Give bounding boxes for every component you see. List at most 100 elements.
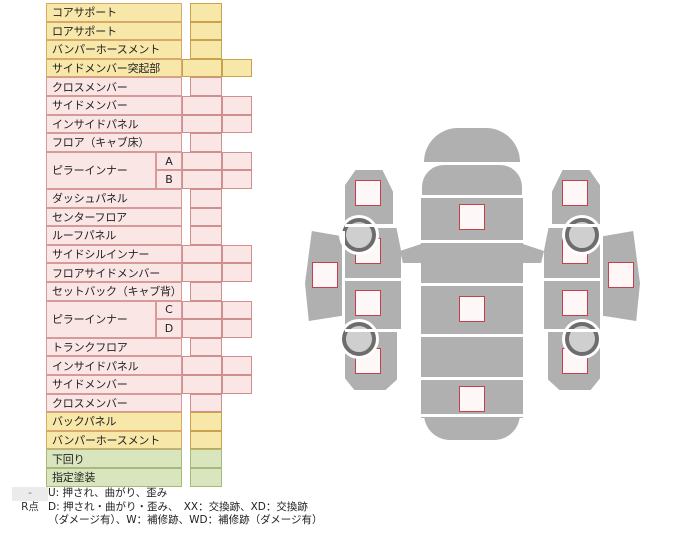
center-mirror-right xyxy=(520,243,544,263)
mark-right-rear-door[interactable] xyxy=(562,290,588,316)
table-grid-cell[interactable] xyxy=(190,3,222,22)
table-grid-cell[interactable] xyxy=(182,170,222,189)
legend-text-d: D: 押され・曲がり・歪み、 XX：交換跡、XD：交換跡 xyxy=(48,500,308,513)
center-divider-6 xyxy=(421,377,523,380)
table-row-label: 下回り xyxy=(46,449,182,468)
center-rear-bumper xyxy=(424,414,520,440)
table-row-label: 指定塗装 xyxy=(46,468,182,487)
right-front-wheel xyxy=(565,218,599,252)
legend: - U: 押され、曲がり、歪み R点 D: 押され・曲がり・歪み、 XX：交換跡… xyxy=(12,487,412,528)
table-grid-cell[interactable] xyxy=(190,189,222,208)
legend-row-r: R点 D: 押され・曲がり・歪み、 XX：交換跡、XD：交換跡 xyxy=(12,501,412,515)
table-row-label: フロアサイドメンバー xyxy=(46,263,182,282)
center-divider-3 xyxy=(421,240,523,243)
right-outer-divider xyxy=(600,231,603,323)
mark-left-front-fender[interactable] xyxy=(355,180,381,206)
table-grid-cell[interactable] xyxy=(222,151,252,171)
right-divider-2 xyxy=(544,278,602,281)
right-rear-wheel xyxy=(565,322,599,356)
mark-right-outer[interactable] xyxy=(608,262,634,288)
table-row-label: サイドシルインナー xyxy=(46,244,182,264)
table-grid-cell[interactable] xyxy=(182,244,222,264)
center-divider-2 xyxy=(421,195,523,198)
table-grid-cell[interactable] xyxy=(222,319,252,338)
table-grid-cell[interactable] xyxy=(190,77,222,96)
table-grid-cell[interactable] xyxy=(182,375,222,394)
right-divider-3 xyxy=(544,329,602,332)
inspection-table: コアサポート ロアサポート バンパーホースメント サイドメンバー突起部 クロスメンバーサ… xyxy=(0,0,300,490)
table-row-label: ピラーインナー xyxy=(46,151,156,189)
table-grid-cell[interactable] xyxy=(222,244,252,264)
table-grid-cell[interactable] xyxy=(190,133,222,152)
table-grid-cell[interactable] xyxy=(182,151,222,171)
mark-right-front-fender[interactable] xyxy=(562,180,588,206)
mark-left-outer[interactable] xyxy=(312,262,338,288)
table-row-sublabel: D xyxy=(156,319,182,338)
table-grid-cell[interactable] xyxy=(182,114,222,134)
left-divider-3 xyxy=(345,329,403,332)
table-grid-cell[interactable] xyxy=(222,96,252,115)
mark-center-trunk[interactable] xyxy=(459,386,485,412)
table-grid-cell[interactable] xyxy=(190,449,222,468)
table-grid-cell[interactable] xyxy=(182,58,222,78)
legend-key-r-point: R点 xyxy=(21,500,39,513)
table-grid-cell[interactable] xyxy=(222,263,252,282)
table-grid-cell[interactable] xyxy=(222,58,252,78)
table-row-label: インサイドパネル xyxy=(46,114,182,134)
center-roof-rear xyxy=(421,337,523,377)
table-row-label: フロア（キャブ床） xyxy=(46,133,182,152)
legend-key-dash: - xyxy=(12,487,48,501)
table-row-label: コアサポート xyxy=(46,3,182,22)
table-grid-cell[interactable] xyxy=(182,263,222,282)
center-divider-4 xyxy=(421,283,523,286)
table-grid-cell[interactable] xyxy=(222,356,252,375)
table-row-label: ロアサポート xyxy=(46,21,182,41)
table-grid-cell[interactable] xyxy=(222,170,252,189)
table-row-label: ピラーインナー xyxy=(46,300,156,338)
center-front-bumper xyxy=(424,128,520,162)
left-divider-1 xyxy=(345,224,403,227)
left-outer-divider xyxy=(342,231,345,323)
table-grid-cell[interactable] xyxy=(190,393,222,413)
table-grid-cell[interactable] xyxy=(190,412,222,431)
table-row-label: ダッシュパネル xyxy=(46,189,182,208)
left-divider-2 xyxy=(345,278,403,281)
mark-left-rear-door[interactable] xyxy=(355,290,381,316)
table-grid-cell[interactable] xyxy=(190,337,222,357)
mark-center-front[interactable] xyxy=(459,204,485,230)
table-row-label: バンパーホースメント xyxy=(46,40,182,59)
table-grid-cell[interactable] xyxy=(222,114,252,134)
table-row-label: サイドメンバー突起部 xyxy=(46,58,182,78)
table-row-label: クロスメンバー xyxy=(46,393,182,413)
table-row-sublabel: C xyxy=(156,300,182,320)
legend-text-u: U: 押され、曲がり、歪み xyxy=(48,487,168,499)
legend-row-u: - U: 押され、曲がり、歪み xyxy=(12,487,412,501)
center-divider-5 xyxy=(421,334,523,337)
table-row-label: クロスメンバー xyxy=(46,77,182,96)
table-grid-cell[interactable] xyxy=(182,300,222,320)
table-grid-cell[interactable] xyxy=(182,356,222,375)
center-divider-7 xyxy=(421,414,523,417)
table-grid-cell[interactable] xyxy=(190,207,222,227)
table-grid-cell[interactable] xyxy=(222,300,252,320)
table-grid-cell[interactable] xyxy=(190,468,222,487)
table-row-label: トランクフロア xyxy=(46,337,182,357)
table-grid-cell[interactable] xyxy=(222,375,252,394)
table-row-label: センターフロア xyxy=(46,207,182,227)
table-row-label: バックパネル xyxy=(46,412,182,431)
center-hood xyxy=(422,165,522,195)
table-grid-cell[interactable] xyxy=(190,430,222,450)
table-grid-cell[interactable] xyxy=(190,21,222,41)
table-grid-cell[interactable] xyxy=(190,226,222,245)
table-row-label: ルーフパネル xyxy=(46,226,182,245)
center-roof-front xyxy=(421,243,523,283)
center-divider-1 xyxy=(421,162,523,165)
table-grid-cell[interactable] xyxy=(190,282,222,301)
vehicle-diagram xyxy=(300,118,692,440)
mark-center-roof[interactable] xyxy=(459,296,485,322)
table-grid-cell[interactable] xyxy=(182,96,222,115)
table-row-sublabel: B xyxy=(156,170,182,189)
table-grid-cell[interactable] xyxy=(182,319,222,338)
table-grid-cell[interactable] xyxy=(190,40,222,59)
table-row-label: セットバック（キャブ背） xyxy=(46,282,182,301)
